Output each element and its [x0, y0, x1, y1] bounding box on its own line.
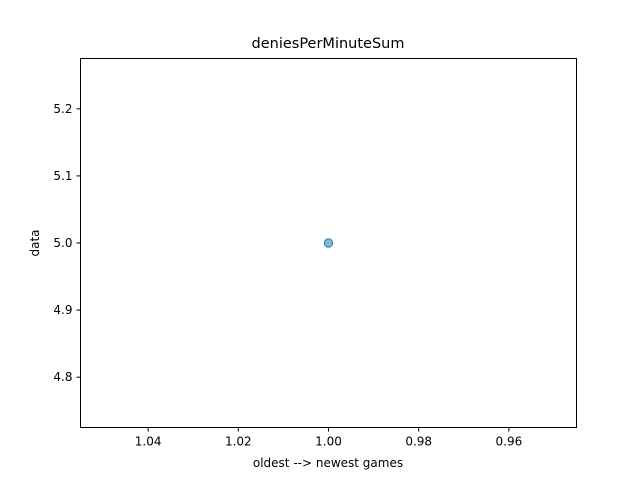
y-tick-label: 5.2	[53, 102, 72, 116]
x-axis-ticks: 1.04 1.02 1.00 0.98 0.96	[135, 427, 523, 449]
y-tick-label: 4.8	[53, 370, 72, 384]
x-axis-label: oldest --> newest games	[253, 456, 403, 470]
chart-title: deniesPerMinuteSum	[252, 36, 405, 52]
y-tick-label: 4.9	[53, 303, 72, 317]
y-tick-label: 5.0	[53, 236, 72, 250]
y-tick-label: 5.1	[53, 169, 72, 183]
scatter-points	[323, 238, 334, 248]
data-point	[323, 238, 334, 248]
y-axis-label: data	[28, 229, 42, 256]
x-tick-label: 0.96	[496, 435, 523, 449]
x-tick-label: 0.98	[405, 435, 432, 449]
x-tick-label: 1.02	[225, 435, 252, 449]
y-axis-ticks: 4.8 4.9 5.0 5.1 5.2	[53, 102, 81, 384]
x-tick-label: 1.00	[315, 435, 342, 449]
x-tick-label: 1.04	[135, 435, 162, 449]
